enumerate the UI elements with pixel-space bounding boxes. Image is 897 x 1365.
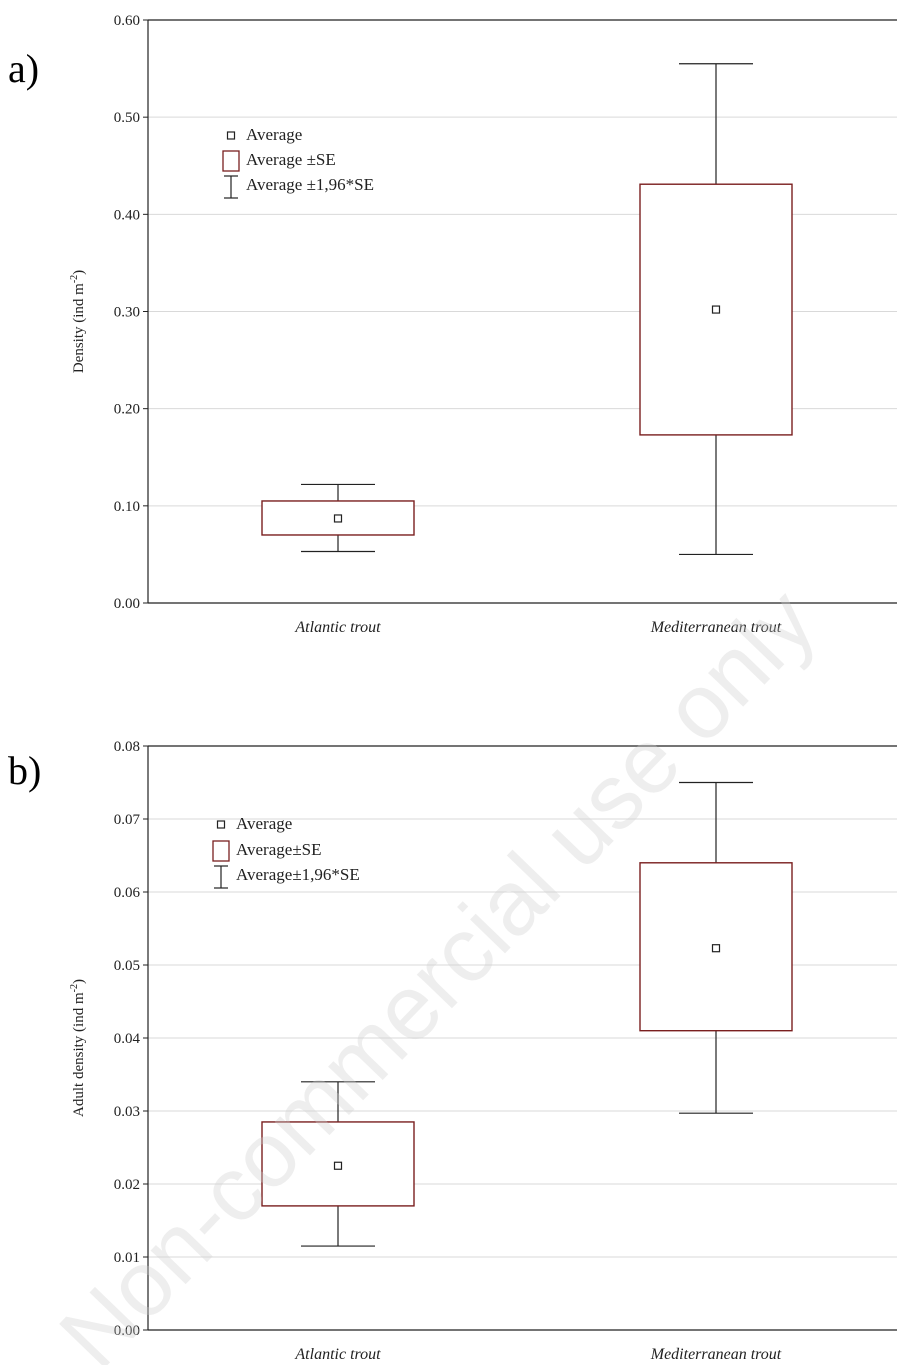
y-tick-label: 0.02 [114, 1177, 140, 1193]
box-group [639, 781, 793, 1114]
average-marker [711, 944, 721, 953]
panel-label: b) [8, 748, 41, 793]
chart-panel-a: a) 0.00 0.10 0.20 0.30 0.40 0.50 0.60 Density (i… [8, 13, 897, 636]
y-tick-label: 0.01 [114, 1250, 140, 1266]
average-marker [711, 305, 721, 314]
legend: Average Average ±SE Average ±1,96*SE [222, 125, 374, 199]
legend: Average Average±SE Average±1,96*SE [212, 814, 360, 889]
x-category-label: Mediterranean trout [650, 1346, 782, 1363]
average-marker [333, 514, 343, 523]
y-axis-label-end: ) [71, 270, 87, 275]
legend-average-symbol [226, 131, 236, 140]
legend-average-label: Average [236, 814, 292, 833]
box-group [261, 483, 415, 553]
y-tick-label: 0.00 [114, 1323, 140, 1339]
y-axis-label-text: Density (ind m [71, 283, 87, 373]
legend-average-label: Average [246, 125, 302, 144]
legend-average-symbol [216, 820, 226, 829]
y-tick-label: 0.20 [114, 402, 140, 418]
x-category-label: Atlantic trout [294, 1346, 381, 1363]
legend-se-label: Average±SE [236, 840, 321, 859]
legend-se-symbol [212, 840, 230, 862]
y-axis-label: Adult density (ind m-2) [69, 979, 87, 1117]
y-tick-label: 0.10 [114, 499, 140, 515]
y-tick-label: 0.05 [114, 958, 140, 974]
box-group [261, 1081, 415, 1247]
y-tick-label: 0.40 [114, 207, 140, 223]
legend-ci-label: Average±1,96*SE [236, 865, 360, 884]
x-category-label: Atlantic trout [294, 619, 381, 636]
average-marker [333, 1161, 343, 1170]
y-tick-label: 0.60 [114, 13, 140, 29]
x-category-label: Mediterranean trout [650, 619, 782, 636]
y-tick-label: 0.03 [114, 1104, 140, 1120]
y-tick-label: 0.06 [114, 885, 141, 901]
chart-panel-b: b) 0.00 0.01 0.02 0.03 0.04 0.05 0.06 0.07 0.08 Ad… [8, 739, 897, 1363]
panel-label: a) [8, 46, 39, 91]
legend-se-label: Average ±SE [246, 150, 336, 169]
box-group [639, 63, 793, 556]
y-tick-label: 0.00 [114, 596, 140, 612]
y-axis-label-end: ) [71, 979, 87, 984]
y-tick-label: 0.30 [114, 305, 140, 321]
y-axis-label-superscript: -2 [69, 984, 80, 992]
y-axis-label-superscript: -2 [69, 275, 80, 283]
y-axis-label-text: Adult density (ind m [71, 992, 87, 1117]
y-tick-label: 0.50 [114, 110, 140, 126]
y-tick-label: 0.04 [114, 1031, 141, 1047]
y-tick-label: 0.08 [114, 739, 140, 755]
legend-ci-label: Average ±1,96*SE [246, 175, 374, 194]
legend-se-symbol [222, 150, 240, 172]
y-axis-label: Density (ind m-2) [69, 270, 87, 373]
y-tick-label: 0.07 [114, 812, 141, 828]
